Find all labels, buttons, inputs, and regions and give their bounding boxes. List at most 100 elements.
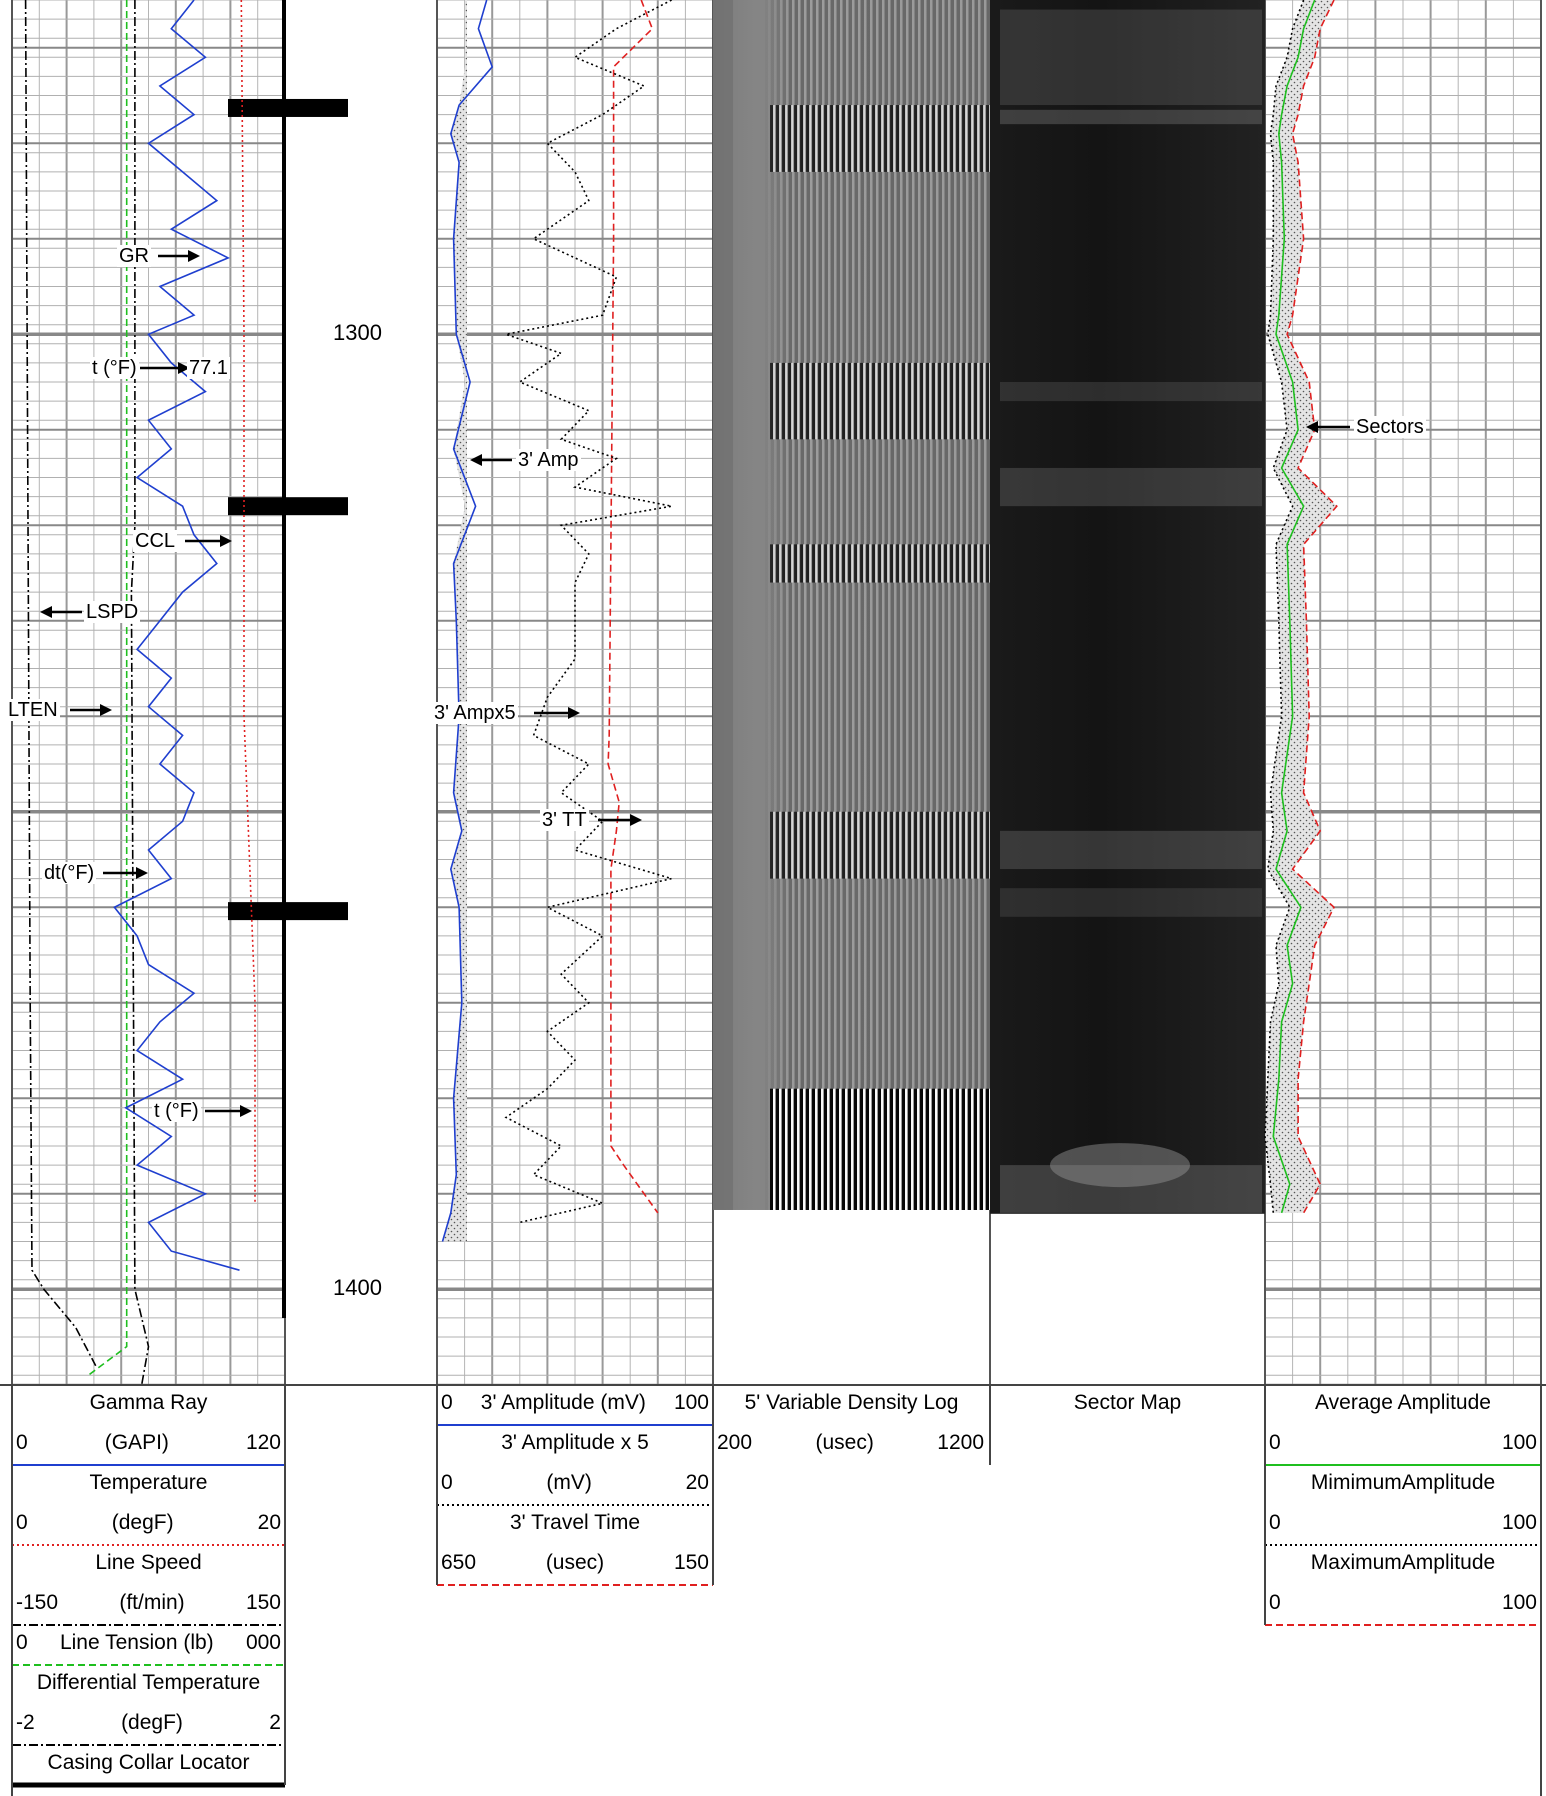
ccl-collar-mark-2 (228, 497, 348, 516)
vdl-strong-band-light (797, 811, 799, 879)
vdl-strong-band (962, 544, 965, 583)
vdl-strong-band (884, 811, 887, 879)
track1-header-scale-unit: (GAPI) (104, 1431, 169, 1454)
vdl-strong-band-light (929, 362, 931, 440)
vdl-strong-band (818, 811, 821, 879)
track3-grid (436, 0, 714, 1386)
vdl-strong-band-light (785, 362, 787, 440)
vdl-strong-band (950, 811, 953, 879)
vdl-strong-band (794, 105, 797, 172)
vdl-strong-band-light (971, 1088, 973, 1210)
vdl-strong-band-light (899, 1088, 901, 1210)
gr-curve (113, 0, 240, 1271)
sector-map-band (1000, 467, 1262, 507)
vdl-strong-band (878, 1088, 881, 1210)
vdl-strong-band-light (815, 811, 817, 879)
vdl-band (843, 0, 846, 1210)
vdl-strong-band (806, 362, 809, 440)
vdl-band (873, 0, 876, 1210)
vdl-strong-band (770, 811, 773, 879)
vdl-strong-band-light (875, 1088, 877, 1210)
vdl-strong-band (782, 362, 785, 440)
vdl-strong-band-light (881, 811, 883, 879)
vdl-strong-band-light (773, 105, 775, 172)
vdl-strong-band (974, 811, 977, 879)
vdl-strong-band-light (959, 362, 961, 440)
vdl-band (945, 0, 948, 1210)
vdl-strong-band (914, 544, 917, 583)
vdl-strong-band (866, 362, 869, 440)
vdl-strong-band (932, 1088, 935, 1210)
vdl-band (879, 0, 882, 1210)
vdl-strong-band (938, 544, 941, 583)
track6-header-scale-left: 0 (1269, 1511, 1281, 1534)
vdl-strong-band (956, 811, 959, 879)
track1-header-scale-1: 0 (GAPI) 120 (16, 1431, 281, 1455)
vdl-strong-band (776, 362, 779, 440)
vdl-strong-band (896, 105, 899, 172)
vdl-band-light (984, 0, 986, 1210)
vdl-strong-band (860, 811, 863, 879)
lspd-annotation: LSPD (84, 601, 141, 623)
vdl-band (771, 0, 774, 1210)
vdl-band-light (936, 0, 938, 1210)
vdl-strong-band-light (983, 105, 985, 172)
vdl-strong-band-light (929, 1088, 931, 1210)
sectors-arrow-head (1306, 421, 1318, 433)
vdl-strong-band (806, 811, 809, 879)
vdl-band (951, 0, 954, 1210)
vdl-strong-band (920, 362, 923, 440)
vdl-strong-band-light (851, 544, 853, 583)
temperature-curve (240, 0, 256, 1204)
track1-header-scale-unit: (degF) (111, 1511, 174, 1534)
sector-shading (1265, 0, 1337, 1213)
vdl-strong-band-light (959, 811, 961, 879)
vdl-strong-band-light (791, 1088, 793, 1210)
vdl-strong-band (824, 105, 827, 172)
vdl-strong-band-light (797, 362, 799, 440)
avg-amplitude-curve (1272, 0, 1316, 1214)
vdl-band (987, 0, 990, 1210)
vdl-strong-band (878, 105, 881, 172)
vdl-strong-band (914, 811, 917, 879)
vdl-band-light (810, 0, 812, 1210)
vdl-strong-band (782, 811, 785, 879)
vdl-band (777, 0, 780, 1210)
vdl-band (927, 0, 930, 1210)
vdl-strong-band (914, 362, 917, 440)
vdl-strong-band-light (941, 1088, 943, 1210)
vdl-strong-band (968, 105, 971, 172)
vdl-strong-band (836, 1088, 839, 1210)
track3-header-title-2: 3' Amplitude x 5 (501, 1431, 649, 1454)
vdl-strong-band (932, 811, 935, 879)
amp3x5-annotation: 3' Ampx5 (432, 702, 518, 724)
vdl-strong-band-light (779, 544, 781, 583)
vdl-strong-band (788, 362, 791, 440)
vdl-strong-band-light (977, 105, 979, 172)
dt-curve (130, 0, 150, 1385)
track3-header-scale-left: 0 (441, 1391, 453, 1414)
temp-top-value: 77.1 (187, 357, 230, 379)
vdl-strong-band-light (899, 105, 901, 172)
vdl-strong-band (794, 362, 797, 440)
vdl-strong-band (872, 811, 875, 879)
vdl-band (975, 0, 978, 1210)
vdl-band-light (918, 0, 920, 1210)
vdl-strong-band-light (785, 811, 787, 879)
vdl-band (885, 0, 888, 1210)
vdl-strong-band-light (887, 544, 889, 583)
vdl-strong-band (926, 544, 929, 583)
track3-header-scale-right: 20 (685, 1471, 709, 1494)
vdl-strong-band (848, 105, 851, 172)
sector-map-image (990, 0, 1265, 1214)
ccl-arrow-head (220, 535, 232, 547)
vdl-strong-band (962, 105, 965, 172)
vdl-strong-band-light (947, 811, 949, 879)
vdl-strong-band-light (965, 105, 967, 172)
vdl-strong-band-light (983, 811, 985, 879)
vdl-strong-band (956, 105, 959, 172)
vdl-background (713, 0, 990, 1210)
vdl-strong-band (896, 811, 899, 879)
track1-header-scale-right: 000 (245, 1631, 281, 1654)
track6-header-title-3: MaximumAmplitude (1310, 1551, 1496, 1574)
